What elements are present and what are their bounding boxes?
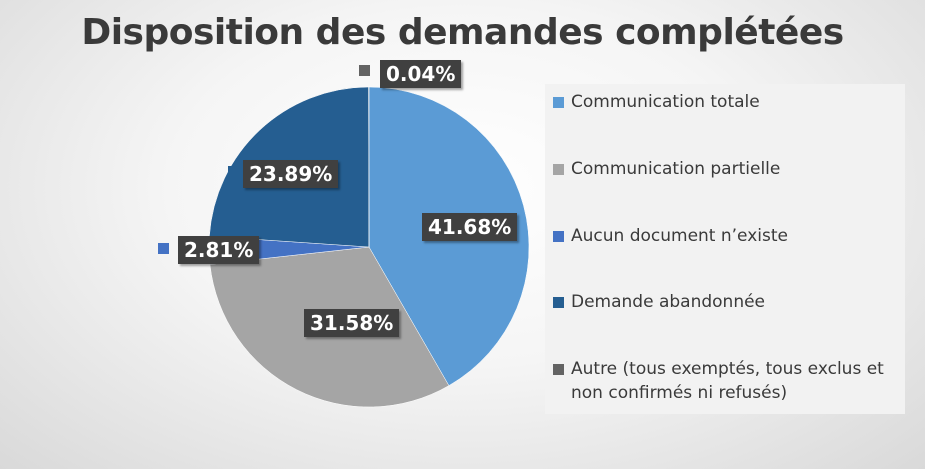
- data-label-communication-partielle: 31.58%: [304, 309, 400, 337]
- data-label-demande-abandonnee: 23.89%: [243, 160, 339, 188]
- data-label-communication-totale: 41.68%: [422, 213, 518, 241]
- legend-item-aucun-document[interactable]: Aucun document n’existe: [553, 224, 898, 248]
- legend-item-autre[interactable]: Autre (tous exemptés, tous exclus et non…: [553, 357, 898, 405]
- label-key-demande-abandonnee: [228, 166, 239, 177]
- legend-swatch: [553, 297, 564, 308]
- legend-label: Aucun document n’existe: [571, 226, 788, 246]
- label-key-autre: [359, 65, 370, 76]
- legend-swatch: [553, 164, 564, 175]
- legend-item-communication-totale[interactable]: Communication totale: [553, 90, 898, 114]
- legend-label: Communication partielle: [571, 159, 781, 179]
- legend-label: Autre (tous exemptés, tous exclus et non…: [571, 359, 884, 403]
- legend-swatch: [553, 231, 564, 242]
- legend-label: Demande abandonnée: [571, 292, 766, 312]
- legend: Communication totale Communication parti…: [545, 84, 905, 414]
- label-key-aucun-document: [158, 243, 169, 254]
- legend-swatch: [553, 97, 564, 108]
- chart-title: Disposition des demandes complétées: [81, 12, 844, 53]
- legend-swatch: [553, 364, 564, 375]
- legend-item-demande-abandonnee[interactable]: Demande abandonnée: [553, 290, 898, 314]
- data-label-aucun-document: 2.81%: [178, 236, 260, 264]
- legend-label: Communication totale: [571, 92, 760, 112]
- data-label-autre: 0.04%: [380, 60, 462, 88]
- legend-item-communication-partielle[interactable]: Communication partielle: [553, 157, 898, 181]
